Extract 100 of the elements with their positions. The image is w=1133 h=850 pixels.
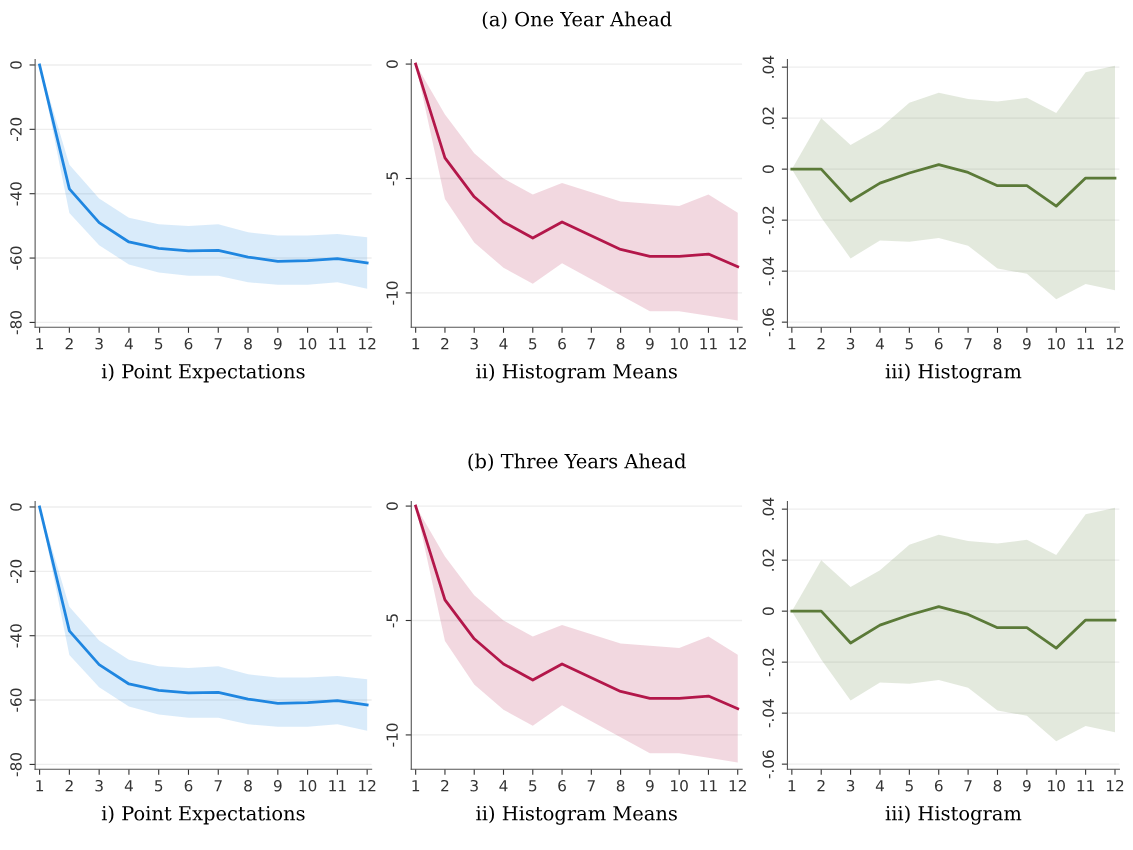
y-tick-label: 0	[386, 502, 398, 510]
x-tick-label: 8	[616, 337, 625, 350]
x-axis-title: iii) Histogram	[885, 805, 1022, 825]
x-tick-label: 11	[1077, 780, 1094, 792]
x-tick-label: 6	[934, 337, 943, 350]
x-tick-label: 8	[244, 337, 252, 350]
x-tick-label: 10	[1048, 779, 1065, 792]
x-tick-label: 12	[359, 779, 376, 792]
y-tick-label: -10	[386, 723, 398, 747]
x-tick-label: 4	[875, 780, 884, 792]
y-tick-label: .02	[762, 549, 775, 571]
x-tick-label: 4	[124, 780, 133, 792]
chart-title: (b) Three Years Ahead	[468, 453, 686, 472]
x-tick-label: 2	[817, 337, 825, 350]
x-tick-label: 12	[1106, 337, 1124, 350]
y-tick-label: -60	[10, 688, 22, 712]
x-tick-label: 11	[329, 780, 346, 792]
x-axis-title: i) Point Expectations	[101, 805, 305, 825]
x-tick-label: 1	[412, 338, 420, 350]
line-series	[790, 605, 1117, 650]
x-tick-label: 6	[558, 337, 566, 350]
x-tick-label: 4	[875, 338, 884, 350]
x-tick-label: 9	[273, 779, 282, 792]
x-tick-label: 9	[273, 337, 282, 350]
x-tick-label: 9	[1022, 337, 1031, 350]
x-axis-title: i) Point Expectations	[101, 363, 305, 383]
x-tick-label: 8	[616, 779, 625, 792]
x-axis-title: iii) Histogram	[885, 363, 1022, 383]
x-tick-label: 4	[124, 338, 133, 350]
x-tick-label: 7	[964, 780, 972, 792]
x-tick-label: 2	[65, 779, 73, 792]
x-tick-label: 3	[846, 779, 855, 792]
x-tick-label: 5	[155, 780, 163, 792]
x-tick-label: 11	[329, 338, 346, 350]
x-tick-label: 2	[65, 337, 73, 350]
x-tick-label: 10	[299, 337, 317, 350]
x-tick-label: 2	[441, 779, 449, 792]
y-tick-label: -.04	[762, 699, 775, 728]
x-tick-label: 6	[184, 337, 193, 350]
y-tick-label: -80	[10, 752, 22, 777]
x-tick-label: 5	[905, 780, 913, 792]
x-tick-label: 1	[412, 780, 420, 792]
x-tick-label: 8	[993, 779, 1002, 792]
x-tick-label: 9	[645, 779, 654, 792]
x-tick-label: 8	[244, 779, 252, 792]
x-tick-label: 10	[299, 779, 317, 792]
x-tick-label: 7	[964, 338, 972, 350]
x-axis-title: ii) Histogram Means	[476, 805, 677, 825]
y-tick-label: 0	[10, 503, 22, 511]
x-tick-label: 3	[95, 779, 103, 792]
x-tick-label: 7	[587, 338, 595, 350]
y-tick-label: -.06	[762, 308, 775, 337]
x-tick-label: 6	[934, 779, 943, 792]
y-tick-label: .02	[762, 107, 775, 129]
y-tick-label: -40	[10, 624, 22, 648]
x-tick-label: 12	[359, 337, 376, 350]
x-tick-label: 12	[1106, 779, 1124, 792]
x-tick-label: 5	[905, 338, 913, 350]
y-tick-label: -.06	[762, 750, 775, 779]
x-tick-label: 3	[846, 337, 855, 350]
y-tick-label: -20	[10, 559, 22, 584]
y-tick-label: -10	[386, 281, 398, 305]
x-tick-label: 6	[184, 779, 193, 792]
x-tick-label: 11	[700, 338, 717, 350]
x-tick-label: 5	[529, 780, 537, 792]
y-tick-label: -.04	[762, 257, 775, 286]
y-tick-label: -20	[10, 117, 22, 142]
y-tick-label: -.02	[762, 648, 775, 677]
y-tick-label: -40	[10, 182, 22, 206]
y-tick-label: 0	[762, 165, 775, 173]
y-tick-label: .04	[762, 497, 775, 520]
x-tick-label: 11	[1077, 338, 1094, 350]
y-tick-label: 0	[10, 61, 22, 69]
x-tick-label: 10	[671, 337, 688, 350]
x-tick-label: 12	[729, 779, 746, 792]
x-tick-label: 1	[788, 338, 796, 350]
x-tick-label: 7	[214, 338, 222, 350]
y-tick-label: -80	[10, 310, 22, 335]
line-series	[414, 62, 740, 268]
x-tick-label: 12	[729, 337, 746, 350]
x-tick-label: 10	[1048, 337, 1065, 350]
x-tick-label: 10	[671, 779, 688, 792]
x-tick-label: 3	[95, 337, 103, 350]
x-tick-label: 2	[441, 337, 449, 350]
x-tick-label: 1	[788, 780, 796, 792]
line-series	[414, 504, 740, 710]
chart-title: (a) One Year Ahead	[482, 11, 672, 30]
y-tick-label: -5	[386, 614, 398, 628]
line-series	[790, 163, 1117, 208]
x-tick-label: 4	[499, 338, 508, 350]
y-tick-label: -.02	[762, 206, 775, 235]
y-tick-label: 0	[762, 607, 775, 615]
x-tick-label: 9	[645, 337, 654, 350]
x-tick-label: 5	[155, 338, 163, 350]
x-tick-label: 5	[529, 338, 537, 350]
x-tick-label: 1	[36, 338, 44, 350]
x-tick-label: 3	[470, 337, 478, 350]
y-tick-label: 0	[386, 60, 398, 68]
x-tick-label: 7	[214, 780, 222, 792]
x-tick-label: 1	[36, 780, 44, 792]
